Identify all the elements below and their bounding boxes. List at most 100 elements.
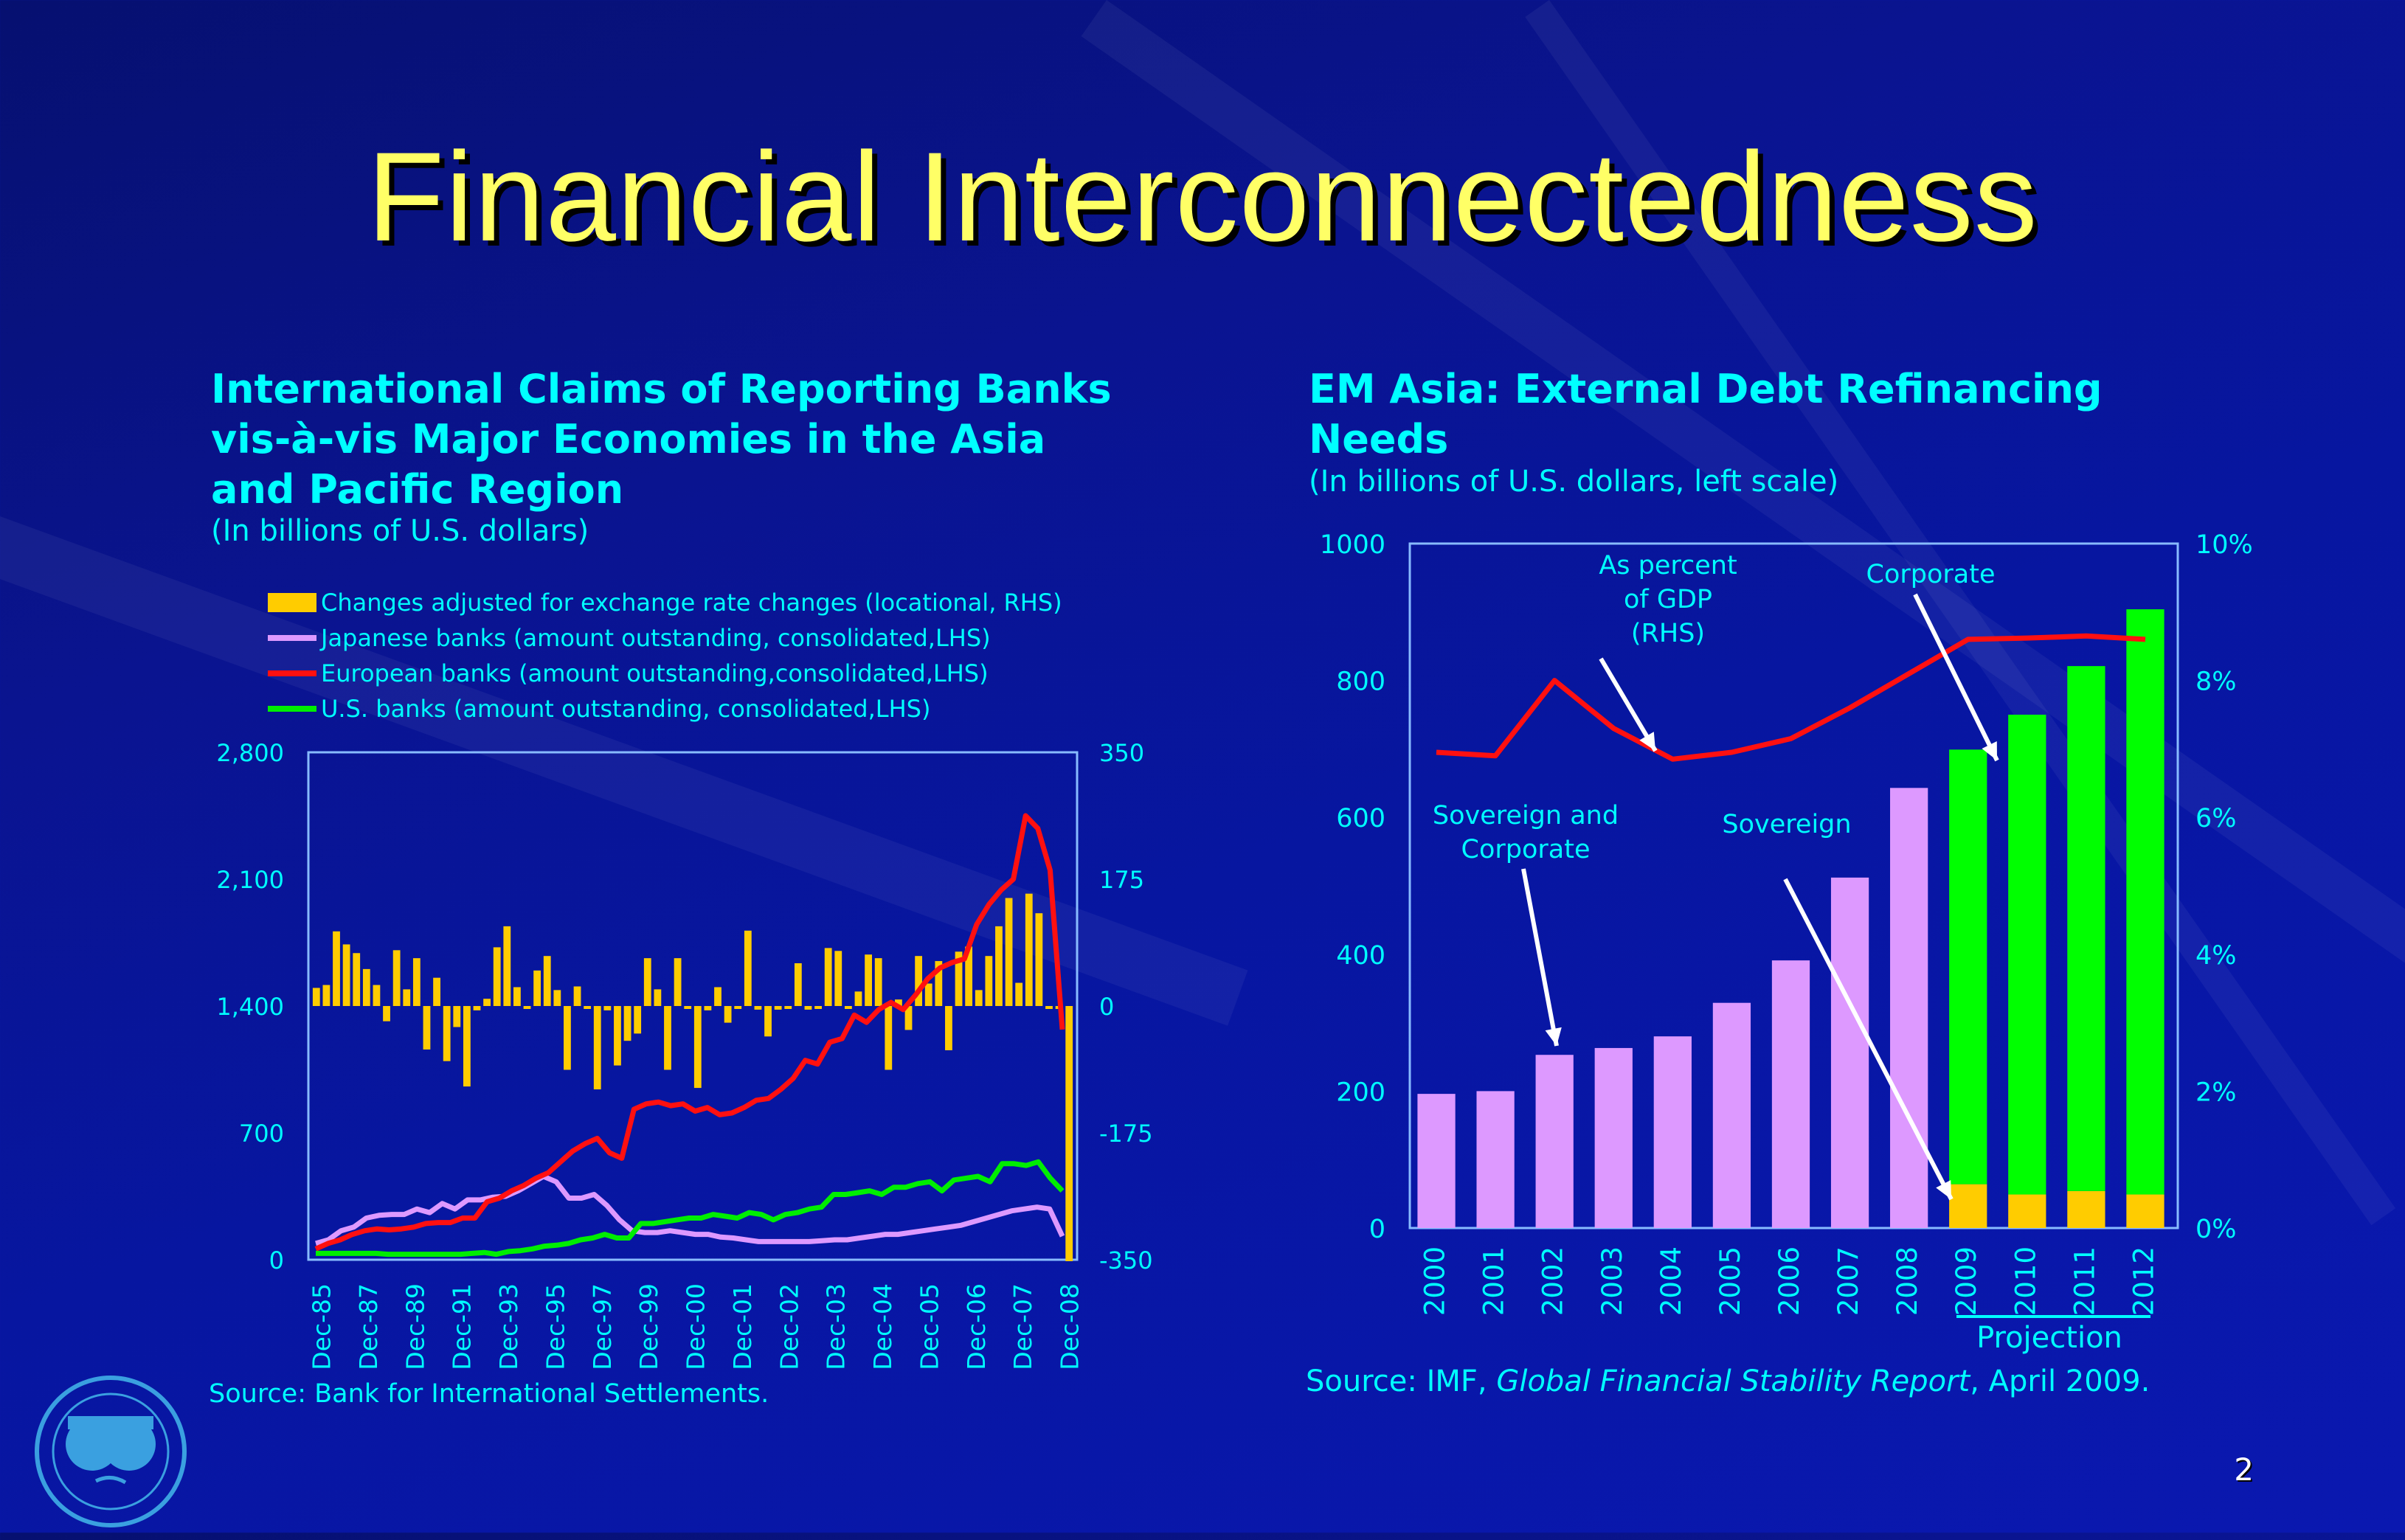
bar-corporate bbox=[2126, 609, 2164, 1195]
x-axis-label: 2004 bbox=[1655, 1246, 1687, 1316]
x-axis-label: Dec-03 bbox=[822, 1283, 851, 1370]
x-axis-label: Dec-99 bbox=[634, 1283, 663, 1370]
line-japanese-banks bbox=[315, 1173, 1065, 1246]
page-number: 2 bbox=[2234, 1451, 2254, 1488]
bar-exchange-adjusted-change bbox=[885, 1006, 893, 1070]
x-axis-label: Dec-08 bbox=[1056, 1283, 1084, 1370]
bar-sovereign-and-corporate bbox=[1653, 1036, 1692, 1228]
left-axis-tick: 2,100 bbox=[216, 866, 284, 894]
bar-exchange-adjusted-change bbox=[693, 1006, 702, 1089]
bar-exchange-adjusted-change bbox=[543, 956, 551, 1006]
bar-exchange-adjusted-change bbox=[674, 958, 682, 1006]
bar-sovereign-and-corporate bbox=[1890, 788, 1928, 1228]
bar-exchange-adjusted-change bbox=[593, 1006, 601, 1090]
bar-exchange-adjusted-change bbox=[1035, 913, 1043, 1006]
right-axis-tick: 175 bbox=[1099, 866, 1144, 894]
x-axis-label: Dec-93 bbox=[494, 1283, 523, 1370]
slide-title: Financial Interconnectedness bbox=[367, 126, 2038, 268]
legend-swatch-european bbox=[268, 670, 316, 676]
bar-exchange-adjusted-change bbox=[724, 1006, 732, 1023]
x-axis-label: 2000 bbox=[1419, 1246, 1451, 1316]
legend-label: U.S. banks (amount outstanding, consolid… bbox=[321, 695, 931, 723]
bar-corporate bbox=[2067, 666, 2105, 1191]
left-chart-title-line: vis-à-vis Major Economies in the Asia bbox=[211, 416, 1046, 462]
annotation-sovereign-and-corporate: Corporate bbox=[1461, 835, 1591, 864]
bar-sovereign bbox=[2126, 1194, 2164, 1228]
bar-exchange-adjusted-change bbox=[614, 1006, 621, 1066]
x-axis-label: Dec-04 bbox=[868, 1283, 897, 1370]
bar-exchange-adjusted-change bbox=[684, 1006, 692, 1009]
bar-exchange-adjusted-change bbox=[995, 926, 1003, 1006]
bar-exchange-adjusted-change bbox=[854, 991, 862, 1006]
left-chart-subtitle: (In billions of U.S. dollars) bbox=[211, 514, 589, 548]
bar-exchange-adjusted-change bbox=[342, 944, 350, 1006]
bar-exchange-adjusted-change bbox=[774, 1006, 782, 1010]
bar-sovereign-and-corporate bbox=[1417, 1094, 1456, 1228]
bar-sovereign bbox=[2008, 1194, 2046, 1228]
left-chart-title-line: International Claims of Reporting Banks bbox=[211, 366, 1112, 412]
arrow-corporate-icon-head bbox=[1982, 741, 1997, 760]
legend-swatch-japanese bbox=[268, 635, 316, 641]
bar-exchange-adjusted-change bbox=[955, 951, 963, 1006]
x-axis-label: 2012 bbox=[2128, 1246, 2159, 1316]
bar-exchange-adjusted-change bbox=[784, 1006, 792, 1009]
x-axis-label: 2010 bbox=[2010, 1246, 2041, 1316]
bar-exchange-adjusted-change bbox=[975, 990, 983, 1006]
left-axis-tick: 1,400 bbox=[216, 993, 284, 1021]
bar-exchange-adjusted-change bbox=[804, 1006, 812, 1010]
right-axis-tick: 0% bbox=[2195, 1215, 2237, 1244]
bar-exchange-adjusted-change bbox=[714, 987, 722, 1006]
bar-exchange-adjusted-change bbox=[383, 1006, 390, 1022]
arrow-sovereign-icon-head bbox=[1936, 1180, 1951, 1199]
bar-exchange-adjusted-change bbox=[322, 985, 331, 1006]
bar-sovereign-and-corporate bbox=[1594, 1047, 1633, 1228]
projection-label: Projection bbox=[1976, 1321, 2122, 1355]
bar-exchange-adjusted-change bbox=[924, 983, 932, 1006]
x-axis-label: Dec-87 bbox=[354, 1283, 383, 1370]
annotation-gdp: of GDP bbox=[1624, 585, 1712, 614]
arrow-sovereign-and-corporate-icon bbox=[1521, 868, 1559, 1047]
left-chart-title-line: and Pacific Region bbox=[211, 466, 624, 513]
bar-exchange-adjusted-change bbox=[844, 1006, 852, 1009]
line-percent-of-gdp bbox=[1436, 633, 2146, 762]
x-axis-label: Dec-85 bbox=[308, 1283, 336, 1370]
right-axis-tick: 10% bbox=[2195, 530, 2253, 560]
bar-exchange-adjusted-change bbox=[553, 990, 561, 1006]
legend-item-japanese: Japanese banks (amount outstanding, cons… bbox=[268, 620, 1062, 656]
bar-exchange-adjusted-change bbox=[874, 958, 882, 1006]
left-chart-source: Source: Bank for International Settlemen… bbox=[209, 1379, 769, 1409]
bar-corporate bbox=[1949, 749, 1987, 1185]
right-chart-title-line: EM Asia: External Debt Refinancing bbox=[1309, 366, 2103, 412]
right-axis-tick: 2% bbox=[2195, 1078, 2237, 1107]
source-suffix: , April 2009. bbox=[1970, 1364, 2150, 1398]
right-chart-subtitle: (In billions of U.S. dollars, left scale… bbox=[1309, 465, 1839, 499]
bar-exchange-adjusted-change bbox=[814, 1006, 822, 1009]
x-axis-label: 2009 bbox=[1951, 1246, 1982, 1316]
bar-sovereign-and-corporate bbox=[1830, 877, 1869, 1228]
bar-exchange-adjusted-change bbox=[664, 1006, 671, 1070]
bar-exchange-adjusted-change bbox=[603, 1006, 612, 1010]
x-axis-label: Dec-95 bbox=[541, 1283, 570, 1370]
left-plot-frame bbox=[307, 751, 1079, 1261]
right-chart-title-line: Needs bbox=[1309, 416, 1449, 462]
x-axis-label: 2002 bbox=[1537, 1246, 1569, 1316]
left-axis-tick: 0 bbox=[1369, 1215, 1385, 1244]
left-chart-title: International Claims of Reporting Banks … bbox=[211, 364, 1112, 515]
bar-sovereign-and-corporate bbox=[1535, 1055, 1574, 1228]
bar-exchange-adjusted-change bbox=[584, 1006, 592, 1009]
annotation-sovereign: Sovereign bbox=[1722, 810, 1851, 839]
bar-exchange-adjusted-change bbox=[443, 1006, 451, 1061]
legend-item-european: European banks (amount outstanding,conso… bbox=[268, 656, 1062, 691]
left-axis-tick: 600 bbox=[1336, 804, 1385, 833]
legend-label: Japanese banks (amount outstanding, cons… bbox=[321, 624, 991, 652]
annotation-gdp: As percent bbox=[1599, 551, 1737, 580]
bar-exchange-adjusted-change bbox=[1065, 1006, 1073, 1261]
bar-exchange-adjusted-change bbox=[483, 999, 491, 1006]
bar-exchange-adjusted-change bbox=[985, 956, 993, 1006]
bar-exchange-adjusted-change bbox=[654, 989, 662, 1006]
bar-exchange-adjusted-change bbox=[312, 988, 320, 1006]
x-axis-label: 2006 bbox=[1774, 1246, 1805, 1316]
arrow-gdp-icon bbox=[1599, 657, 1658, 752]
right-axis-tick: 0 bbox=[1099, 993, 1114, 1021]
x-axis-label: Dec-01 bbox=[728, 1283, 757, 1370]
